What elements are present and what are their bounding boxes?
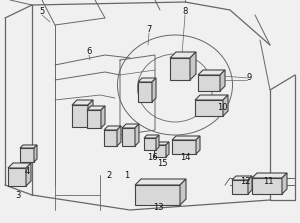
Text: 3: 3 [15, 192, 21, 200]
Polygon shape [172, 136, 200, 140]
Bar [232, 180, 248, 194]
Polygon shape [87, 106, 105, 110]
Text: 13: 13 [153, 204, 163, 213]
Bar [170, 58, 190, 80]
Bar [138, 82, 152, 102]
Polygon shape [232, 176, 252, 180]
Text: 8: 8 [182, 8, 188, 17]
Polygon shape [26, 163, 31, 186]
Bar [122, 128, 135, 146]
Polygon shape [190, 52, 196, 80]
Polygon shape [88, 100, 93, 127]
Polygon shape [135, 179, 186, 185]
Polygon shape [117, 126, 121, 146]
Polygon shape [282, 173, 287, 194]
Bar [198, 75, 220, 91]
Bar [20, 148, 34, 162]
Polygon shape [248, 176, 252, 194]
Polygon shape [144, 135, 159, 138]
Polygon shape [180, 179, 186, 205]
Text: 1: 1 [124, 171, 130, 180]
Text: 4: 4 [24, 167, 30, 176]
Polygon shape [72, 100, 93, 105]
Text: 11: 11 [263, 176, 273, 186]
Bar [8, 168, 26, 186]
Polygon shape [104, 126, 121, 130]
Polygon shape [152, 78, 156, 102]
Polygon shape [223, 95, 228, 116]
Polygon shape [195, 95, 228, 100]
Polygon shape [20, 145, 37, 148]
Polygon shape [122, 124, 139, 128]
Polygon shape [101, 106, 105, 128]
Bar [252, 178, 282, 194]
Polygon shape [34, 145, 37, 162]
Text: 16: 16 [147, 153, 157, 161]
Text: 2: 2 [106, 171, 112, 180]
Polygon shape [220, 70, 225, 91]
Text: 15: 15 [157, 159, 167, 167]
Text: 6: 6 [86, 47, 92, 56]
Text: 9: 9 [246, 74, 252, 83]
Polygon shape [252, 173, 287, 178]
Polygon shape [198, 70, 225, 75]
Bar [172, 140, 196, 154]
Text: 12: 12 [240, 176, 250, 186]
Bar [144, 138, 156, 150]
Polygon shape [166, 142, 169, 157]
Text: 7: 7 [146, 25, 152, 35]
Polygon shape [8, 163, 31, 168]
Polygon shape [135, 124, 139, 146]
Text: 5: 5 [39, 8, 45, 17]
Text: 14: 14 [180, 153, 190, 161]
Polygon shape [138, 78, 156, 82]
Bar [72, 105, 88, 127]
Bar [154, 145, 166, 157]
Bar [135, 185, 180, 205]
Polygon shape [156, 135, 159, 150]
Bar [87, 110, 101, 128]
Bar [104, 130, 117, 146]
Polygon shape [196, 136, 200, 154]
Polygon shape [170, 52, 196, 58]
Polygon shape [154, 142, 169, 145]
Bar [195, 100, 223, 116]
Text: 10: 10 [217, 103, 227, 112]
